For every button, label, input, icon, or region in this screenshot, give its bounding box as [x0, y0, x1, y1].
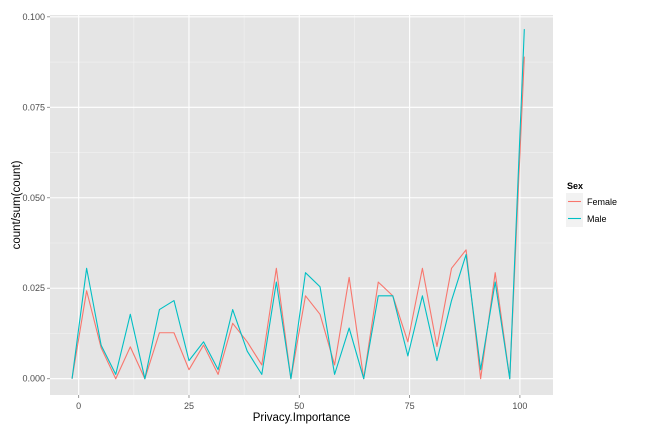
- x-tick-label: 100: [512, 401, 527, 411]
- series-layer: [71, 29, 525, 380]
- x-tick-label: 75: [405, 401, 415, 411]
- legend-label-male: Male: [587, 214, 607, 224]
- legend: Sex Female Male: [566, 181, 617, 227]
- y-axis-title: count/sum(count): [11, 160, 23, 249]
- y-tick-label: 0.075: [22, 102, 45, 112]
- series-line-female: [71, 56, 525, 380]
- y-tick-label: 0.050: [22, 193, 45, 203]
- x-axis: 0 25 50 75 100: [76, 395, 527, 411]
- y-axis: 0.000 0.025 0.050 0.075 0.100: [22, 12, 50, 384]
- series-line-male: [71, 29, 525, 380]
- legend-label-female: Female: [587, 197, 617, 207]
- y-tick-label: 0.000: [22, 374, 45, 384]
- x-tick-label: 0: [76, 401, 81, 411]
- legend-title: Sex: [567, 181, 583, 191]
- minor-gridlines: [50, 15, 553, 395]
- x-tick-label: 50: [294, 401, 304, 411]
- x-axis-title: Privacy.Importance: [253, 412, 351, 424]
- y-tick-label: 0.025: [22, 283, 45, 293]
- plot-panel: [50, 15, 553, 395]
- x-tick-label: 25: [184, 401, 194, 411]
- y-tick-label: 0.100: [22, 12, 45, 22]
